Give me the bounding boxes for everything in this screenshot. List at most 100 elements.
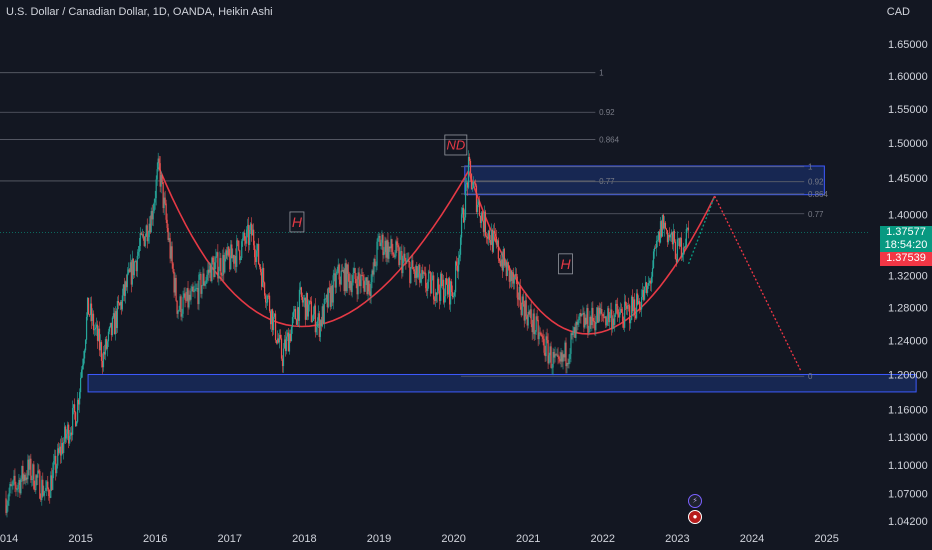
candle-body [589, 316, 591, 332]
candle-body [201, 285, 203, 294]
candle-body [182, 297, 184, 314]
candle-body [71, 432, 73, 435]
lightning-icon[interactable]: ⚡ [688, 494, 702, 508]
candle-body [70, 432, 72, 436]
y-tick-label: 1.55000 [888, 104, 928, 116]
candle-body [595, 322, 597, 331]
candle-body [63, 441, 65, 454]
candle-body [77, 399, 79, 422]
candle-body [403, 253, 405, 259]
candle-body [213, 262, 215, 278]
candle-body [249, 230, 251, 245]
x-axis[interactable]: 2014 2015 2016 2017 2018 2019 2020 2021 2022 2023… [0, 533, 839, 545]
candle-body [548, 355, 550, 364]
candle-body [174, 278, 176, 293]
candle-body [402, 258, 404, 274]
candle-body [361, 275, 363, 276]
candle-body [646, 285, 649, 294]
candle-body [101, 360, 104, 368]
candle-body [377, 237, 379, 242]
candle-body [31, 478, 33, 480]
candle-body [191, 286, 193, 292]
candle-body [423, 272, 425, 274]
candle-body [472, 182, 475, 188]
candle-body [126, 273, 128, 288]
candle-body [230, 244, 232, 270]
candle-body [79, 392, 81, 405]
candle-body [137, 251, 139, 256]
fib-label-right: 0.77 [808, 210, 824, 219]
candle-body [510, 271, 512, 281]
candle-body [528, 311, 530, 315]
candle-body [553, 351, 555, 358]
candle-body [78, 399, 80, 405]
candle-body [651, 268, 654, 277]
candle-body [562, 354, 564, 362]
candle-body [61, 443, 63, 456]
candle-body [156, 169, 158, 180]
candle-body [487, 230, 490, 239]
candle-body [466, 182, 469, 188]
candle-body [160, 175, 162, 187]
candle-body [294, 309, 297, 320]
candle-body [305, 293, 307, 320]
candle-body [454, 261, 457, 293]
candle-body [667, 234, 670, 243]
candle-body [537, 319, 539, 340]
candle-body [364, 281, 366, 292]
candle-body [180, 296, 182, 317]
candle-body [631, 296, 633, 320]
candle-body [627, 305, 629, 309]
candle-body [98, 328, 101, 351]
candle-body [608, 308, 610, 323]
candle-body [133, 261, 135, 276]
candle-body [483, 211, 486, 232]
candle-body [527, 311, 529, 326]
candle-body [449, 278, 451, 305]
candle-body [340, 270, 342, 285]
candle-body [334, 273, 336, 288]
candle-body [447, 284, 449, 295]
candle-body [385, 240, 387, 258]
candle-body [660, 221, 663, 237]
candle-body [399, 251, 401, 266]
candle-body [477, 201, 480, 205]
candle-body [343, 270, 345, 292]
candle-body [582, 312, 584, 315]
candle-body [666, 230, 669, 243]
chart-title: U.S. Dollar / Canadian Dollar, 1D, OANDA… [6, 6, 273, 18]
candle-body [639, 301, 641, 310]
candle-body [545, 336, 547, 357]
y-tick-label: 1.50000 [888, 138, 928, 150]
candle-body [468, 157, 471, 161]
candle-body [604, 316, 606, 319]
candle-body [115, 311, 118, 328]
candle-body [463, 217, 466, 223]
candle-body [267, 295, 270, 297]
candle-body [306, 293, 308, 317]
candle-body [584, 317, 586, 328]
candle-body [459, 237, 462, 255]
candle-body [189, 294, 191, 300]
candle-body [613, 318, 615, 325]
y-tick-label: 1.07000 [888, 488, 928, 500]
candle-body [309, 300, 311, 302]
candle-body [554, 354, 556, 358]
candle-body [219, 258, 221, 272]
candle-body [433, 275, 435, 300]
x-tick-label: 2017 [218, 533, 242, 545]
candle-body [119, 301, 121, 306]
candle-body [640, 296, 643, 310]
candle-body [354, 268, 356, 279]
candle-body [574, 327, 576, 338]
candle-body [591, 307, 593, 326]
y-axis[interactable]: 1.65000 1.60000 1.55000 1.50000 1.45000 1.400… [888, 39, 928, 528]
candle-body [338, 264, 340, 280]
candle-body [379, 236, 381, 247]
candle-body [5, 498, 7, 513]
us-flag-icon[interactable]: ● [688, 510, 702, 524]
candle-body [237, 240, 239, 242]
candle-body [481, 212, 484, 221]
